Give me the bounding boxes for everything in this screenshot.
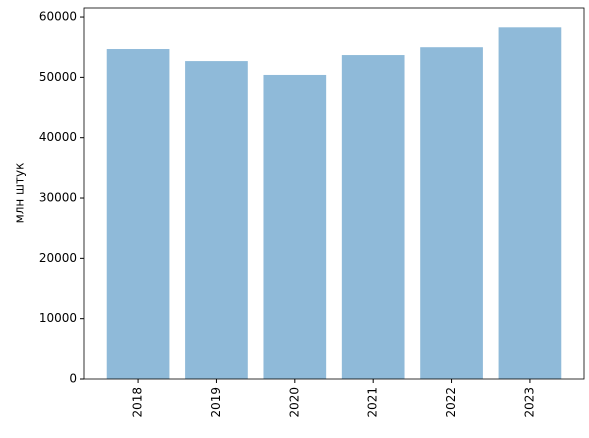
bar bbox=[341, 55, 405, 380]
y-tick-label: 20000 bbox=[39, 251, 77, 265]
x-tick-label: 2023 bbox=[522, 387, 536, 418]
bar bbox=[106, 49, 170, 379]
bar bbox=[420, 47, 483, 379]
x-tick-label: 2021 bbox=[366, 387, 380, 418]
y-tick-label: 0 bbox=[69, 372, 77, 386]
y-tick-label: 10000 bbox=[39, 311, 77, 325]
x-tick-label: 2020 bbox=[287, 387, 301, 418]
bar bbox=[498, 27, 562, 379]
plot-frame bbox=[83, 7, 585, 380]
x-tick-label: 2018 bbox=[131, 387, 145, 418]
y-tick-label: 30000 bbox=[39, 191, 77, 205]
bar bbox=[263, 74, 327, 380]
y-tick-label: 40000 bbox=[39, 130, 77, 144]
bar bbox=[185, 61, 248, 379]
y-tick-label: 60000 bbox=[39, 10, 77, 24]
y-tick-label: 50000 bbox=[39, 70, 77, 84]
x-tick-label: 2019 bbox=[209, 387, 223, 418]
x-tick-label: 2022 bbox=[444, 387, 458, 418]
y-axis-label: млн штук bbox=[13, 163, 27, 224]
